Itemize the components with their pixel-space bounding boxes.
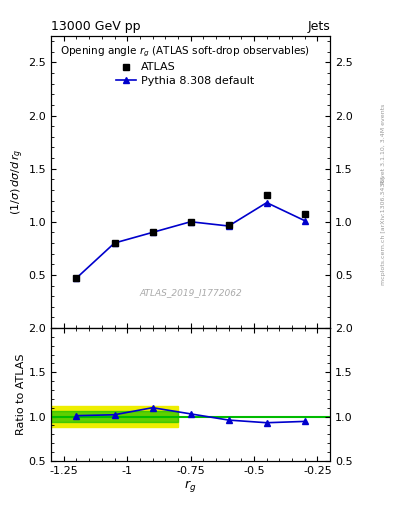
Y-axis label: Ratio to ATLAS: Ratio to ATLAS [16,354,26,435]
Pythia 8.308 default [112,240,117,246]
ATLAS [302,211,307,218]
Pythia 8.308 default [226,223,231,229]
ATLAS [74,275,79,281]
Text: 13000 GeV pp: 13000 GeV pp [51,20,141,33]
Line: Pythia 8.308 default: Pythia 8.308 default [73,199,308,282]
Bar [51,406,178,427]
ATLAS [112,240,117,246]
ATLAS [264,192,269,198]
Legend: ATLAS, Pythia 8.308 default: ATLAS, Pythia 8.308 default [57,41,313,89]
ATLAS [150,229,155,236]
ATLAS [226,222,231,228]
ATLAS [188,219,193,225]
Text: Jets: Jets [307,20,330,33]
Y-axis label: $(1/\sigma)\,d\sigma/d\,r_g$: $(1/\sigma)\,d\sigma/d\,r_g$ [9,149,26,215]
Line: ATLAS: ATLAS [73,191,308,282]
Pythia 8.308 default [302,218,307,224]
Pythia 8.308 default [74,275,79,281]
Pythia 8.308 default [188,219,193,225]
Bar [51,411,178,422]
Pythia 8.308 default [150,229,155,236]
Pythia 8.308 default [264,200,269,206]
Text: mcplots.cern.ch [arXiv:1306.3436]: mcplots.cern.ch [arXiv:1306.3436] [381,176,386,285]
Text: Rivet 3.1.10, 3.4M events: Rivet 3.1.10, 3.4M events [381,103,386,183]
X-axis label: $r_g$: $r_g$ [184,478,197,495]
Text: ATLAS_2019_I1772062: ATLAS_2019_I1772062 [139,288,242,297]
